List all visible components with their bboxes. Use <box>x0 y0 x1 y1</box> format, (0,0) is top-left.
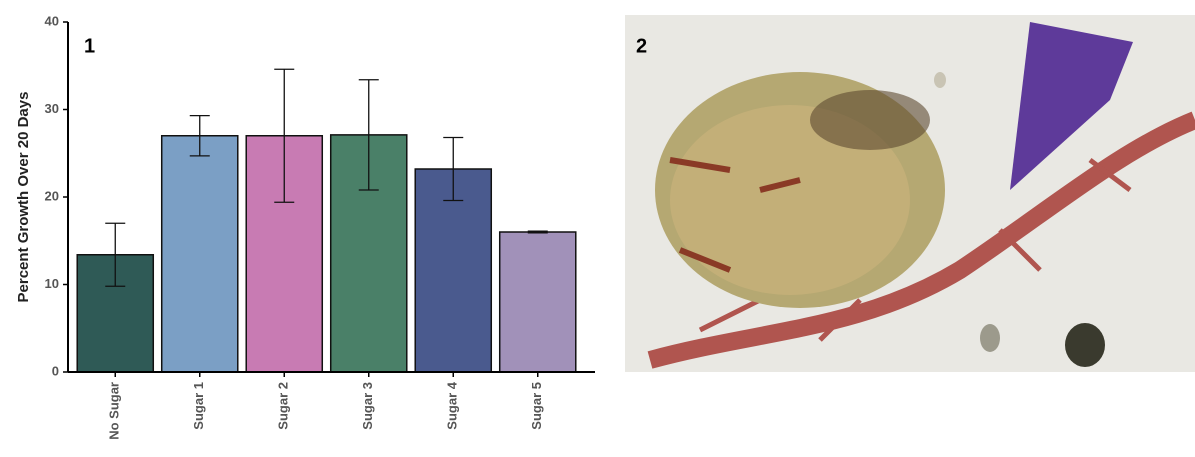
x-tick-label: Sugar 3 <box>360 382 375 430</box>
figure: 1 Percent Growth Over 20 Days 2 0 10 20 30 4… <box>0 0 1195 457</box>
page: {"panel_labels": ["1", "2"], "chart_data… <box>0 0 1195 457</box>
panel-label: 1 <box>84 35 95 57</box>
speck <box>934 72 946 88</box>
y-tick-label: 20 <box>45 188 59 203</box>
y-tick-label: 0 <box>52 363 59 378</box>
y-tick-label: 10 <box>45 276 59 291</box>
speck <box>980 324 1000 352</box>
x-tick-label: Sugar 5 <box>529 382 544 430</box>
y-tick-label: 40 <box>45 13 59 28</box>
speck <box>1065 323 1105 367</box>
bar <box>500 232 576 372</box>
y-tick-label: 30 <box>45 101 59 116</box>
panel-label: 2 <box>636 35 647 57</box>
egg-shadow <box>810 90 930 150</box>
x-tick-label: Sugar 2 <box>276 382 291 430</box>
x-tick-label: Sugar 4 <box>445 381 460 429</box>
x-tick-label: No Sugar <box>107 382 122 440</box>
x-tick-label: Sugar 1 <box>191 382 206 430</box>
photo: 2 <box>625 15 1195 372</box>
bar <box>162 136 238 372</box>
y-axis-label: Percent Growth Over 20 Days <box>15 92 32 303</box>
